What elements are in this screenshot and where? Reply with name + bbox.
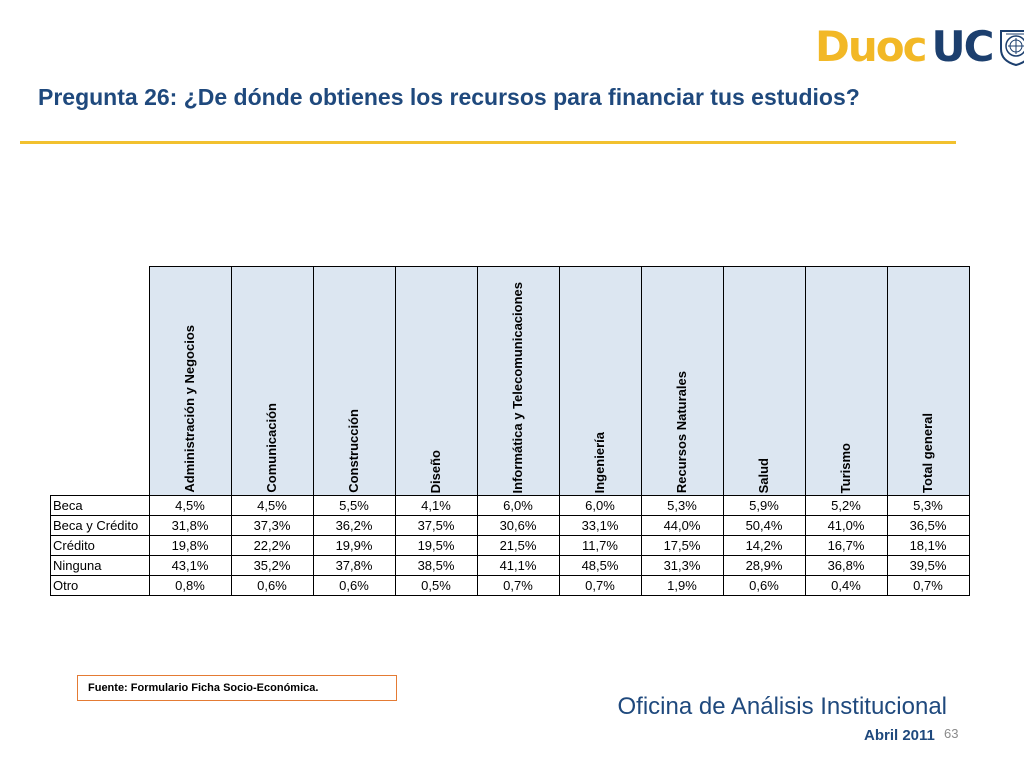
logo-text-duoc: Duoc <box>815 22 928 71</box>
logo-text-uc: UC <box>931 22 995 71</box>
row-label: Ninguna <box>50 555 150 576</box>
row-label: Crédito <box>50 535 150 556</box>
column-header: Administración y Negocios <box>148 266 232 496</box>
table-cell: 0,6% <box>722 575 806 596</box>
table-cell: 0,7% <box>558 575 642 596</box>
column-header: Salud <box>722 266 806 496</box>
column-header: Informática y Telecomunicaciones <box>476 266 560 496</box>
table-cell: 0,6% <box>312 575 396 596</box>
table-row: Otro 0,8% 0,6% 0,6% 0,5% 0,7% 0,7% 1,9% … <box>50 575 970 596</box>
table-cell: 39,5% <box>886 555 970 576</box>
table-cell: 5,9% <box>722 495 806 516</box>
report-date: Abril 2011 <box>864 727 935 744</box>
office-name: Oficina de Análisis Institucional <box>617 693 947 720</box>
page-number: 63 <box>944 726 959 741</box>
column-header: Construcción <box>312 266 396 496</box>
table-cell: 37,8% <box>312 555 396 576</box>
column-header: Turismo <box>804 266 888 496</box>
title-divider <box>20 141 956 144</box>
table-cell: 0,4% <box>804 575 888 596</box>
table-cell: 4,1% <box>394 495 478 516</box>
table-row: Beca 4,5% 4,5% 5,5% 4,1% 6,0% 6,0% 5,3% … <box>50 495 970 516</box>
table-cell: 35,2% <box>230 555 314 576</box>
column-header: Diseño <box>394 266 478 496</box>
column-header: Ingeniería <box>558 266 642 496</box>
table-cell: 50,4% <box>722 515 806 536</box>
table-cell: 36,2% <box>312 515 396 536</box>
table-cell: 0,8% <box>148 575 232 596</box>
page-title: Pregunta 26: ¿De dónde obtienes los recu… <box>38 84 860 110</box>
table-cell: 21,5% <box>476 535 560 556</box>
table-cell: 6,0% <box>476 495 560 516</box>
column-header-label: Recursos Naturales <box>674 370 689 493</box>
table-cell: 1,9% <box>640 575 724 596</box>
table-row: Crédito 19,8% 22,2% 19,9% 19,5% 21,5% 11… <box>50 535 970 556</box>
column-header: Comunicación <box>230 266 314 496</box>
column-header-label: Diseño <box>428 449 443 493</box>
table-cell: 36,8% <box>804 555 888 576</box>
table-header-row: Administración y Negocios Comunicación C… <box>51 266 970 496</box>
table-cell: 19,8% <box>148 535 232 556</box>
table-cell: 30,6% <box>476 515 560 536</box>
row-label: Otro <box>50 575 150 596</box>
table-cell: 5,3% <box>640 495 724 516</box>
table-cell: 37,3% <box>230 515 314 536</box>
table-cell: 36,5% <box>886 515 970 536</box>
column-header-label: Turismo <box>838 442 853 493</box>
table-cell: 11,7% <box>558 535 642 556</box>
table-cell: 18,1% <box>886 535 970 556</box>
table-cell: 5,2% <box>804 495 888 516</box>
table-cell: 43,1% <box>148 555 232 576</box>
table-cell: 0,6% <box>230 575 314 596</box>
column-header-label: Ingeniería <box>592 431 607 493</box>
table-cell: 5,5% <box>312 495 396 516</box>
table-cell: 37,5% <box>394 515 478 536</box>
results-table: Administración y Negocios Comunicación C… <box>50 266 970 596</box>
table-cell: 44,0% <box>640 515 724 536</box>
table-cell: 0,7% <box>476 575 560 596</box>
row-label: Beca <box>50 495 150 516</box>
source-note: Fuente: Formulario Ficha Socio-Económica… <box>77 675 397 701</box>
table-cell: 4,5% <box>148 495 232 516</box>
table-cell: 31,3% <box>640 555 724 576</box>
column-header: Recursos Naturales <box>640 266 724 496</box>
column-header-label: Informática y Telecomunicaciones <box>510 281 525 493</box>
table-cell: 41,0% <box>804 515 888 536</box>
table-cell: 48,5% <box>558 555 642 576</box>
table-cell: 33,1% <box>558 515 642 536</box>
table-cell: 0,5% <box>394 575 478 596</box>
column-header: Total general <box>886 266 970 496</box>
row-label: Beca y Crédito <box>50 515 150 536</box>
table-cell: 16,7% <box>804 535 888 556</box>
table-cell: 17,5% <box>640 535 724 556</box>
table-corner <box>51 267 150 496</box>
column-header-label: Salud <box>756 457 771 493</box>
table-row: Ninguna 43,1% 35,2% 37,8% 38,5% 41,1% 48… <box>50 555 970 576</box>
table-row: Beca y Crédito 31,8% 37,3% 36,2% 37,5% 3… <box>50 515 970 536</box>
table-cell: 22,2% <box>230 535 314 556</box>
table-cell: 41,1% <box>476 555 560 576</box>
duoc-uc-logo: Duoc UC <box>815 22 1024 72</box>
table-cell: 19,9% <box>312 535 396 556</box>
column-header-label: Administración y Negocios <box>182 325 197 493</box>
table-cell: 4,5% <box>230 495 314 516</box>
table-cell: 5,3% <box>886 495 970 516</box>
column-header-label: Total general <box>920 413 935 493</box>
uc-seal-icon <box>1000 30 1024 67</box>
table-cell: 19,5% <box>394 535 478 556</box>
table-cell: 38,5% <box>394 555 478 576</box>
column-header-label: Comunicación <box>264 403 279 493</box>
column-header-label: Construcción <box>346 409 361 493</box>
table-cell: 0,7% <box>886 575 970 596</box>
table-cell: 31,8% <box>148 515 232 536</box>
table-cell: 14,2% <box>722 535 806 556</box>
table-cell: 28,9% <box>722 555 806 576</box>
table-cell: 6,0% <box>558 495 642 516</box>
